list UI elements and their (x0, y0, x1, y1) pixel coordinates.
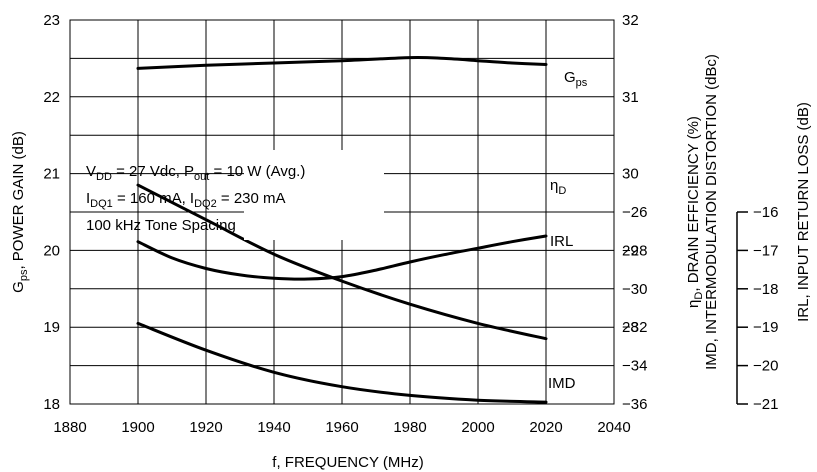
annotation-line1: VDD = 27 Vdc, Pout = 10 W (Avg.) (86, 163, 305, 183)
series-line-2 (136, 234, 548, 281)
right-tick-label-eta: 28 (622, 319, 639, 336)
right-tick-label-eta: 30 (622, 166, 639, 183)
right-tick-label-imd: −32 (622, 319, 647, 336)
x-tick-label: 1960 (325, 419, 358, 436)
series-line-0 (136, 55, 548, 70)
irl-tick-label: −19 (753, 319, 778, 336)
series-label-eta: ηD (550, 177, 566, 197)
series-label-imd: IMD (548, 375, 576, 392)
x-tick-labels: 1880 1900 1920 1940 1960 1980 2000 2020 2040 (53, 419, 630, 436)
irl-axis: −16 −17 −18 −19 −20 −21 (736, 204, 778, 413)
series-line-1 (136, 183, 548, 341)
right-tick-label-eta: 31 (622, 89, 639, 106)
x-tick-label: 1980 (393, 419, 426, 436)
right-tick-label-imd: −34 (622, 358, 647, 375)
x-tick-label: 2020 (529, 419, 562, 436)
x-axis-title: f, FREQUENCY (MHz) (272, 454, 423, 471)
x-tick-label: 1880 (53, 419, 86, 436)
left-tick-label: 20 (43, 242, 60, 259)
x-tick-label: 2040 (597, 419, 630, 436)
left-tick-label: 21 (43, 166, 60, 183)
irl-tick-label: −20 (753, 358, 778, 375)
right-tick-label-imd: −36 (622, 396, 647, 413)
right-tick-labels: 28 29 30 31 32 −26 −28 −30 −32 −34 −36 (622, 12, 647, 413)
x-tick-label: 2000 (461, 419, 494, 436)
annotation-line2: IDQ1 = 160 mA, IDQ2 = 230 mA (86, 190, 286, 210)
x-tick-label: 1920 (189, 419, 222, 436)
right-tick-label-imd: −26 (622, 204, 647, 221)
x-tick-label: 1940 (257, 419, 290, 436)
annotation-line3: 100 kHz Tone Spacing (86, 217, 236, 234)
right-axis-title-imd: IMD, INTERMODULATION DISTORTION (dBc) (703, 54, 720, 370)
left-tick-label: 19 (43, 319, 60, 336)
right-axis-title-eta: ηD, DRAIN EFFICIENCY (%) (685, 116, 705, 308)
right-axis-title-irl: IRL, INPUT RETURN LOSS (dB) (795, 102, 812, 322)
right-tick-label-imd: −28 (622, 242, 647, 259)
irl-tick-label: −18 (753, 281, 778, 298)
right-tick-label-eta: 29 (622, 242, 639, 259)
irl-tick-label: −21 (753, 396, 778, 413)
x-tick-label: 1900 (121, 419, 154, 436)
annotation-box (244, 150, 384, 240)
left-axis-title: Gps, POWER GAIN (dB) (10, 131, 30, 293)
irl-tick-label: −17 (753, 242, 778, 259)
left-tick-labels: 18 19 20 21 22 23 (43, 12, 60, 413)
irl-tick-label: −16 (753, 204, 778, 221)
series-label-irl: IRL (550, 233, 573, 250)
series-curves (136, 55, 548, 404)
left-tick-label: 23 (43, 12, 60, 29)
series-line-3 (136, 321, 548, 404)
series-label-gps: Gps (564, 69, 588, 89)
right-tick-label-imd: −30 (622, 281, 647, 298)
right-tick-label-eta: 32 (622, 12, 639, 29)
left-tick-label: 22 (43, 89, 60, 106)
left-tick-label: 18 (43, 396, 60, 413)
